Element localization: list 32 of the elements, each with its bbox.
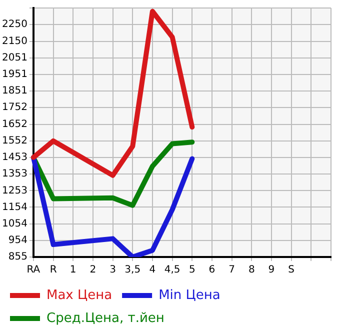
x-tick-label: 3,5: [124, 264, 141, 276]
x-tick-label: 4,5: [164, 264, 180, 276]
y-tick-label: 954: [8, 235, 28, 246]
legend-label: Сред.Цена, т.йен: [46, 310, 164, 326]
y-tick-label: 1552: [2, 136, 28, 147]
x-tick-label: 3: [110, 264, 116, 276]
x-tick-label: 8: [248, 264, 255, 276]
y-tick-label: 1851: [2, 86, 28, 97]
x-tick-label: 9: [268, 264, 275, 276]
legend-label: Min Цена: [158, 288, 220, 303]
y-tick-label: 1652: [2, 118, 28, 130]
x-tick-label: 1: [70, 264, 76, 276]
y-tick-label: 1453: [2, 152, 28, 163]
x-tick-label: R: [50, 264, 57, 276]
x-tick-label: 4: [149, 264, 156, 276]
y-tick-label: 1154: [2, 202, 28, 213]
y-tick-label: 1752: [2, 102, 28, 114]
y-tick-label: 855: [8, 252, 28, 263]
y-tick-label: 2250: [2, 19, 28, 30]
x-tick-label: 6: [208, 264, 216, 276]
x-tick-label: 7: [228, 264, 236, 276]
y-tick-label: 2051: [2, 52, 28, 64]
x-tick-label: RA: [26, 264, 40, 276]
y-tick-label: 1054: [2, 218, 28, 230]
y-tick-label: 2150: [2, 36, 28, 47]
legend-label: Max Цена: [46, 288, 112, 303]
x-tick-label: 2: [90, 264, 96, 276]
y-tick-label: 1951: [2, 69, 28, 80]
y-tick-label: 1253: [2, 185, 28, 196]
x-tick-label: 5: [188, 264, 196, 276]
y-tick-label: 1353: [2, 168, 28, 180]
x-tick-label: S: [288, 264, 295, 276]
